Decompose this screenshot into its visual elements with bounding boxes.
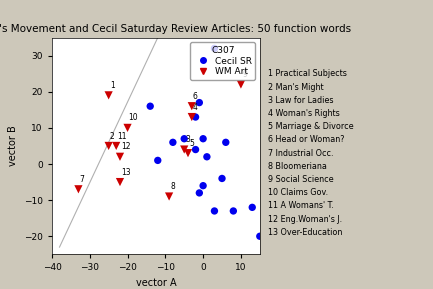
Point <box>188 115 195 119</box>
Text: 1: 1 <box>110 81 114 90</box>
Point <box>75 187 82 192</box>
Text: 13: 13 <box>121 168 131 177</box>
Legend: Cecil SR, WM Art: Cecil SR, WM Art <box>190 42 255 80</box>
Point <box>249 205 256 210</box>
Point <box>105 93 112 98</box>
Point <box>184 151 191 155</box>
Point <box>105 144 112 148</box>
Point <box>181 147 187 152</box>
Point <box>181 136 187 141</box>
Point <box>211 209 218 213</box>
Text: 8: 8 <box>170 182 175 191</box>
Point <box>154 158 161 163</box>
Point <box>192 115 199 119</box>
Point <box>200 136 207 141</box>
Point <box>192 147 199 152</box>
Point <box>196 191 203 195</box>
Point <box>204 154 210 159</box>
Point <box>116 154 123 159</box>
Point <box>230 209 237 213</box>
Point <box>169 140 176 144</box>
Text: 1 Practical Subjects
2 Man's Might
3 Law for Ladies
4 Woman's Rights
5 Marriage : 1 Practical Subjects 2 Man's Might 3 Law… <box>268 69 354 237</box>
Point <box>188 104 195 108</box>
Point <box>196 100 203 105</box>
Text: 2: 2 <box>110 131 114 140</box>
Text: 3: 3 <box>185 135 190 144</box>
X-axis label: vector A: vector A <box>136 278 176 288</box>
Point <box>113 144 120 148</box>
Point <box>166 194 173 199</box>
Text: 9: 9 <box>242 70 247 79</box>
Y-axis label: vector B: vector B <box>8 125 18 166</box>
Point <box>237 82 244 87</box>
Text: 10: 10 <box>129 114 138 123</box>
Point <box>222 140 229 144</box>
Title: Women's Movement and Cecil Saturday Review Articles: 50 function words: Women's Movement and Cecil Saturday Revi… <box>0 24 352 34</box>
Text: 12: 12 <box>121 142 131 151</box>
Point <box>211 46 218 51</box>
Text: 11: 11 <box>117 131 127 140</box>
Text: 4: 4 <box>193 103 198 112</box>
Text: 6: 6 <box>193 92 198 101</box>
Point <box>219 176 226 181</box>
Point <box>200 183 207 188</box>
Point <box>147 104 154 108</box>
Point <box>116 180 123 184</box>
Text: 7: 7 <box>80 175 84 184</box>
Text: 5: 5 <box>189 139 194 148</box>
Point <box>124 125 131 130</box>
Point <box>256 234 263 239</box>
